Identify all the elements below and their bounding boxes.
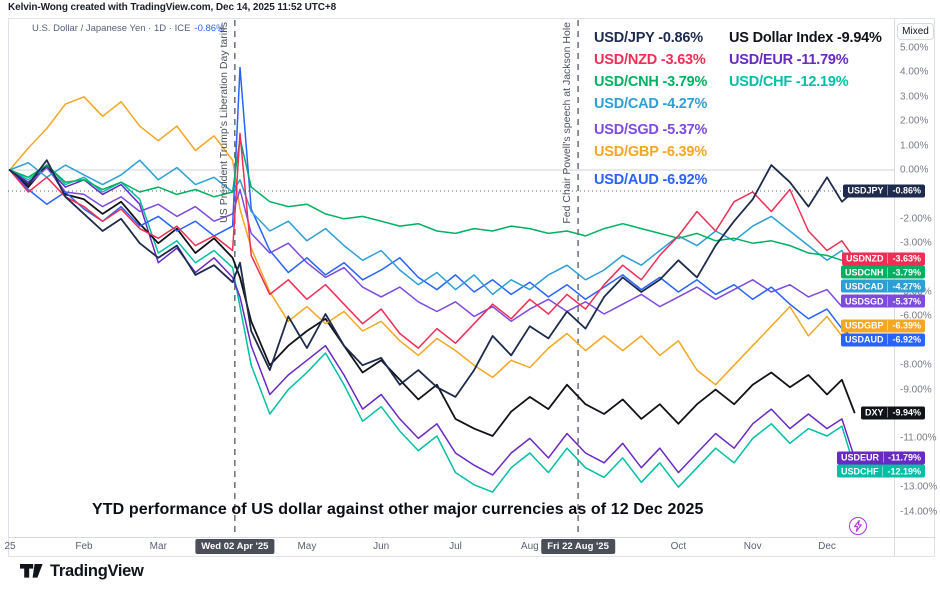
legend-item-USDCHF: USD/CHF -12.19%: [729, 74, 849, 90]
x-tick-Feb: Feb: [75, 541, 93, 552]
scale-mode-button[interactable]: Mixed: [897, 23, 934, 40]
price-badge-value: -4.27%: [887, 281, 925, 292]
legend-item-USDCAD: USD/CAD -4.27%: [594, 96, 708, 112]
legend-item-USDAUD: USD/AUD -6.92%: [594, 172, 708, 188]
y-tick--13.00%: -13.00%: [900, 481, 938, 493]
price-badge-USDCHF: USDCHF -12.19%: [836, 464, 925, 478]
legend-item-USDGBP: USD/GBP -6.39%: [594, 144, 707, 160]
x-tick-Mar: Mar: [149, 541, 167, 552]
series-line-USDSGD: [8, 166, 856, 323]
legend-item-USDSGD: USD/SGD -5.37%: [594, 122, 708, 138]
y-tick-0.00%: 0.00%: [900, 164, 929, 176]
price-badge-value: -5.37%: [887, 296, 925, 307]
tradingview-wordmark: TradingView: [50, 562, 144, 580]
price-badge-USDCNH: USDCNH -3.79%: [840, 265, 925, 279]
y-tick-2.00%: 2.00%: [900, 115, 929, 127]
price-badge-value: -9.94%: [887, 407, 925, 418]
y-tick--14.00%: -14.00%: [900, 506, 938, 518]
y-tick-1.00%: 1.00%: [900, 140, 929, 152]
price-badge-USDJPY: USDJPY -0.86%: [843, 184, 925, 198]
x-tick-Oct: Oct: [670, 541, 687, 552]
x-tick-Jun: Jun: [373, 541, 390, 552]
x-tick-Jul: Jul: [449, 541, 462, 552]
price-badge-value: -3.63%: [887, 253, 925, 264]
x-tick-Nov: Nov: [743, 541, 762, 552]
series-line-USDEUR: [8, 166, 856, 476]
x-tick-Aug: Aug: [520, 541, 539, 552]
price-badge-symbol: USDCAD: [844, 281, 884, 292]
symbol-name: U.S. Dollar / Japanese Yen · 1D · ICE: [32, 23, 191, 34]
lightning-icon: [854, 520, 862, 532]
series-line-USDJPY: [8, 159, 856, 398]
y-tick--2.00%: -2.00%: [900, 213, 932, 225]
y-tick--8.00%: -8.00%: [900, 359, 932, 371]
symbol-title[interactable]: U.S. Dollar / Japanese Yen · 1D · ICE -0.…: [32, 23, 225, 34]
price-badge-USDEUR: USDEUR -11.79%: [836, 451, 925, 465]
time-axis-event-badge-2: Fri 22 Aug '25: [541, 539, 615, 554]
x-tick-Dec: Dec: [818, 541, 836, 552]
price-badge-value: -0.86%: [887, 185, 925, 196]
price-badge-symbol: USDAUD: [844, 334, 884, 345]
price-badge-USDGBP: USDGBP -6.39%: [840, 319, 925, 333]
price-badge-value: -3.79%: [887, 267, 925, 278]
price-badge-symbol: USDEUR: [840, 452, 879, 463]
attribution-text: Kelvin-Wong created with TradingView.com…: [8, 2, 337, 13]
price-badge-USDSGD: USDSGD -5.37%: [840, 294, 925, 308]
price-badge-value: -12.19%: [882, 466, 925, 477]
tradingview-logo[interactable]: TradingView: [20, 562, 144, 581]
y-tick-5.00%: 5.00%: [900, 42, 929, 54]
price-badge-USDNZD: USDNZD -3.63%: [841, 252, 925, 266]
price-badge-USDAUD: USDAUD -6.92%: [840, 333, 925, 347]
time-axis-event-badge-1: Wed 02 Apr '25: [195, 539, 275, 554]
legend-item-USDNZD: USD/NZD -3.63%: [594, 52, 706, 68]
chart-frame: [8, 18, 935, 557]
price-badge-symbol: USDGBP: [844, 320, 884, 331]
price-badge-symbol: DXY: [864, 407, 884, 418]
price-badge-symbol: USDCNH: [844, 267, 884, 278]
legend-item-DXY: US Dollar Index -9.94%: [729, 30, 882, 46]
series-line-USDAUD: [8, 66, 856, 340]
series-line-USDGBP: [8, 96, 856, 386]
y-tick--6.00%: -6.00%: [900, 310, 932, 322]
y-tick--3.00%: -3.00%: [900, 237, 932, 249]
legend-item-USDJPY: USD/JPY -0.86%: [594, 30, 703, 46]
series-line-USDCAD: [8, 159, 856, 296]
legend-item-USDCNH: USD/CNH -3.79%: [594, 74, 708, 90]
event-label-1: US President Trump's Liberation Day tari…: [217, 22, 230, 223]
series-line-USDCNH: [8, 137, 856, 264]
series-line-USDCHF: [8, 164, 856, 493]
price-badge-value: -6.92%: [887, 334, 925, 345]
y-tick--9.00%: -9.00%: [900, 384, 932, 396]
price-badge-USDCAD: USDCAD -4.27%: [840, 279, 925, 293]
legend-item-USDEUR: USD/EUR -11.79%: [729, 52, 849, 68]
price-badge-DXY: DXY -9.94%: [860, 406, 925, 420]
chart-annotation: YTD performance of US dollar against oth…: [92, 501, 704, 518]
x-tick-25: 25: [4, 541, 16, 552]
alert-button[interactable]: [849, 517, 867, 535]
series-line-DXY: [8, 164, 856, 437]
y-tick-3.00%: 3.00%: [900, 91, 929, 103]
tradingview-mark-icon: [20, 564, 43, 578]
series-line-USDNZD: [8, 132, 856, 349]
price-badge-value: -11.79%: [882, 452, 925, 463]
x-tick-May: May: [297, 541, 317, 552]
price-badge-symbol: USDNZD: [845, 253, 884, 264]
price-badge-symbol: USDJPY: [847, 185, 884, 196]
y-tick--11.00%: -11.00%: [900, 432, 937, 444]
event-label-2: Fed Chair Powell's speech at Jackson Hol…: [561, 22, 574, 224]
price-badge-symbol: USDSGD: [844, 296, 884, 307]
price-badge-value: -6.39%: [887, 320, 925, 331]
y-tick-4.00%: 4.00%: [900, 66, 929, 78]
price-badge-symbol: USDCHF: [840, 466, 879, 477]
symbol-change: -0.86%: [194, 23, 225, 34]
